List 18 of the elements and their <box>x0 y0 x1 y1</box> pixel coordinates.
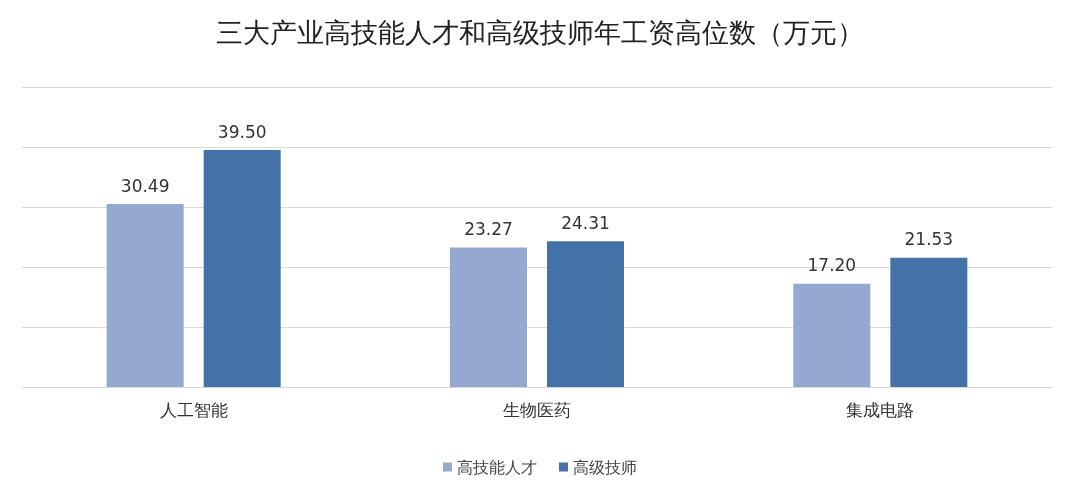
bar <box>106 204 184 387</box>
x-tick-label: 人工智能 <box>159 399 228 420</box>
data-label: 21.53 <box>904 229 954 250</box>
data-label: 24.31 <box>561 212 610 233</box>
bar <box>547 241 625 387</box>
x-tick-label: 生物医药 <box>503 399 571 420</box>
chart-title: 三大产业高技能人才和高级技师年工资高位数（万元） <box>216 17 864 48</box>
bar <box>890 257 968 387</box>
legend-label: 高级技师 <box>573 457 637 477</box>
legend-label: 高技能人才 <box>457 457 537 477</box>
data-label: 23.27 <box>464 218 513 239</box>
bar <box>449 247 527 387</box>
bar <box>203 150 281 387</box>
data-label: 30.49 <box>120 175 170 196</box>
data-label: 39.50 <box>217 121 267 142</box>
data-label: 17.20 <box>807 255 857 276</box>
bar <box>793 283 871 387</box>
x-tick-label: 集成电路 <box>846 399 915 420</box>
